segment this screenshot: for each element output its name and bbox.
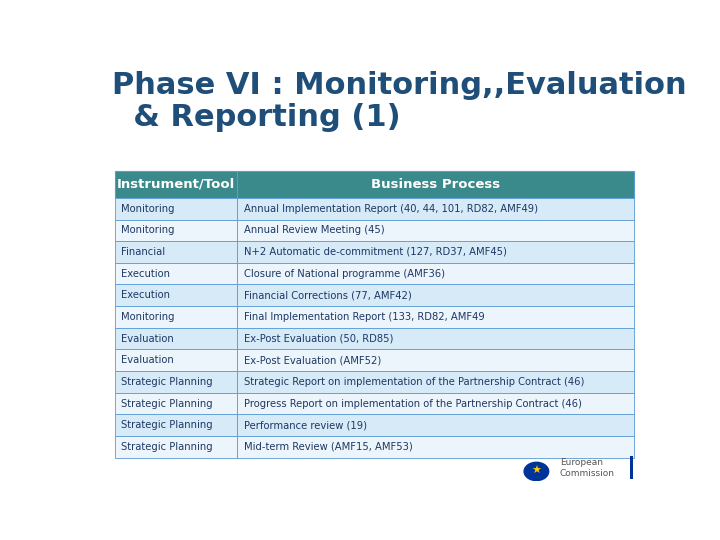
Text: Execution: Execution <box>121 291 170 300</box>
Bar <box>237 328 634 349</box>
Bar <box>115 171 237 198</box>
Text: Evaluation: Evaluation <box>121 334 174 343</box>
Text: Monitoring: Monitoring <box>121 225 174 235</box>
Bar <box>115 328 237 349</box>
Bar <box>237 263 634 285</box>
Text: Progress Report on implementation of the Partnership Contract (46): Progress Report on implementation of the… <box>244 399 582 409</box>
Text: Phase VI : Monitoring,,Evaluation
  & Reporting (1): Phase VI : Monitoring,,Evaluation & Repo… <box>112 71 687 132</box>
Bar <box>237 349 634 371</box>
Text: Financial: Financial <box>121 247 165 257</box>
Text: N+2 Automatic de-commitment (127, RD37, AMF45): N+2 Automatic de-commitment (127, RD37, … <box>244 247 507 257</box>
Text: Execution: Execution <box>121 269 170 279</box>
Text: Evaluation: Evaluation <box>121 355 174 365</box>
Text: Strategic Planning: Strategic Planning <box>121 377 212 387</box>
Bar <box>115 436 237 458</box>
Text: Annual Implementation Report (40, 44, 101, RD82, AMF49): Annual Implementation Report (40, 44, 10… <box>244 204 538 214</box>
Text: Business Process: Business Process <box>371 178 500 191</box>
Text: Instrument/Tool: Instrument/Tool <box>117 178 235 191</box>
Text: Mid-term Review (AMF15, AMF53): Mid-term Review (AMF15, AMF53) <box>244 442 413 452</box>
Text: Strategic Planning: Strategic Planning <box>121 399 212 409</box>
Text: Performance review (19): Performance review (19) <box>244 420 366 430</box>
Bar <box>237 414 634 436</box>
Text: Monitoring: Monitoring <box>121 204 174 214</box>
Text: Monitoring: Monitoring <box>121 312 174 322</box>
Bar <box>237 171 634 198</box>
Bar <box>115 263 237 285</box>
Bar <box>115 241 237 263</box>
Bar <box>115 220 237 241</box>
Bar <box>630 456 634 478</box>
Bar <box>237 198 634 220</box>
Bar <box>237 436 634 458</box>
Text: Ex-Post Evaluation (50, RD85): Ex-Post Evaluation (50, RD85) <box>244 334 393 343</box>
Text: Final Implementation Report (133, RD82, AMF49: Final Implementation Report (133, RD82, … <box>244 312 485 322</box>
Bar <box>115 285 237 306</box>
Bar <box>237 306 634 328</box>
Text: Ex-Post Evaluation (AMF52): Ex-Post Evaluation (AMF52) <box>244 355 381 365</box>
Bar <box>115 414 237 436</box>
Bar <box>115 371 237 393</box>
Bar <box>237 371 634 393</box>
Bar <box>237 241 634 263</box>
Bar <box>115 198 237 220</box>
Circle shape <box>524 462 549 481</box>
Bar <box>115 306 237 328</box>
Bar <box>115 349 237 371</box>
Bar <box>115 393 237 414</box>
Text: Closure of National programme (AMF36): Closure of National programme (AMF36) <box>244 269 445 279</box>
Text: Financial Corrections (77, AMF42): Financial Corrections (77, AMF42) <box>244 291 412 300</box>
Text: Strategic Planning: Strategic Planning <box>121 442 212 452</box>
Bar <box>237 285 634 306</box>
Text: ★: ★ <box>531 467 541 476</box>
Bar <box>237 220 634 241</box>
Text: Strategic Planning: Strategic Planning <box>121 420 212 430</box>
Bar <box>237 393 634 414</box>
Text: Strategic Report on implementation of the Partnership Contract (46): Strategic Report on implementation of th… <box>244 377 584 387</box>
Text: European
Commission: European Commission <box>560 458 615 478</box>
Text: Annual Review Meeting (45): Annual Review Meeting (45) <box>244 225 384 235</box>
